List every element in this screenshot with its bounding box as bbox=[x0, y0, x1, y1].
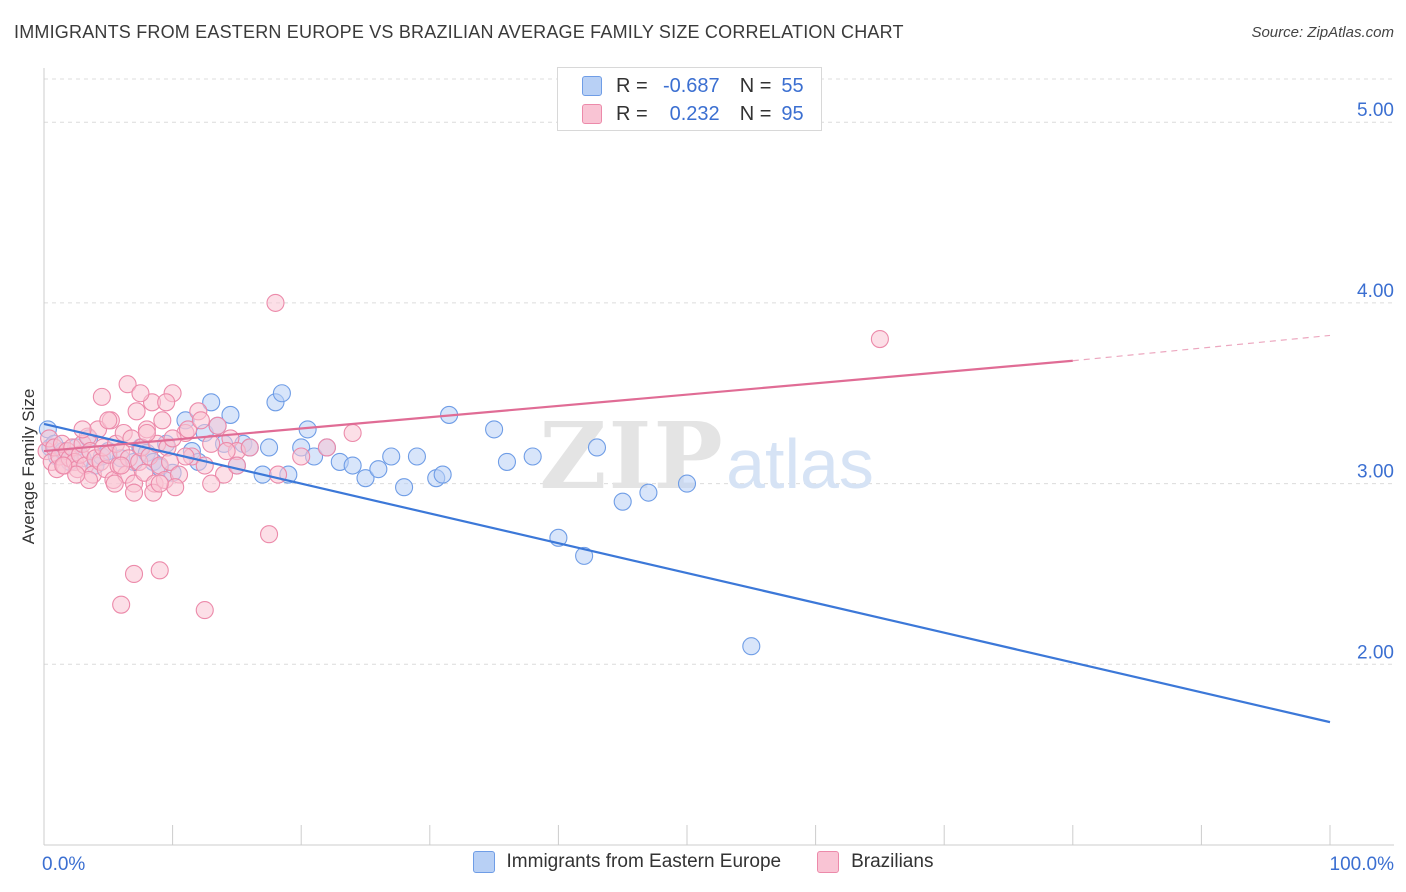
point-brazilians bbox=[292, 447, 311, 466]
x-tick-label: 100.0% bbox=[1330, 854, 1395, 875]
point-brazilians bbox=[202, 474, 221, 493]
point-brazilians bbox=[124, 564, 144, 584]
point-eastern-europe bbox=[343, 456, 362, 475]
legend-box: R = -0.687 N = 55 R = 0.232 N = 95 bbox=[557, 67, 822, 131]
bottom-legend-item-eastern-europe[interactable]: Immigrants from Eastern Europe bbox=[472, 851, 782, 873]
point-eastern-europe bbox=[587, 438, 607, 457]
point-eastern-europe bbox=[369, 460, 388, 479]
point-eastern-europe bbox=[433, 465, 452, 484]
y-tick-label: 3.00 bbox=[1357, 462, 1394, 483]
point-eastern-europe bbox=[523, 447, 542, 466]
bottom-legend-label-brazilians: Brazilians bbox=[851, 851, 934, 872]
chart-title: IMMIGRANTS FROM EASTERN EUROPE VS BRAZIL… bbox=[14, 22, 904, 42]
point-brazilians bbox=[266, 293, 285, 312]
point-eastern-europe bbox=[259, 438, 279, 457]
point-brazilians bbox=[317, 438, 336, 457]
point-eastern-europe bbox=[356, 469, 375, 488]
point-brazilians bbox=[118, 375, 137, 394]
point-brazilians bbox=[259, 525, 279, 544]
bottom-legend-swatch-eastern-europe bbox=[472, 851, 495, 873]
point-brazilians bbox=[105, 474, 124, 493]
point-brazilians bbox=[191, 411, 210, 430]
point-eastern-europe bbox=[613, 492, 632, 511]
point-eastern-europe bbox=[639, 483, 658, 502]
y-tick-label: 2.00 bbox=[1357, 642, 1394, 663]
point-eastern-europe bbox=[221, 405, 240, 424]
labels-layer: 2.00 3.00 4.00 5.00 0.0% 100.0% Average Family… bbox=[19, 100, 1394, 875]
legend-n-label: N = bbox=[739, 74, 772, 97]
x-tick-label: 0.0% bbox=[42, 854, 85, 875]
point-eastern-europe bbox=[497, 452, 517, 471]
point-brazilians bbox=[240, 438, 259, 457]
grid-layer bbox=[44, 78, 1394, 665]
bottom-legend: Immigrants from Eastern Europe Brazilian… bbox=[0, 851, 1406, 873]
point-brazilians bbox=[870, 329, 889, 349]
y-tick-label: 4.00 bbox=[1357, 281, 1394, 302]
point-brazilians bbox=[67, 465, 86, 484]
points-layer bbox=[37, 293, 889, 656]
watermark-zip: ZIP bbox=[539, 402, 724, 510]
point-eastern-europe bbox=[202, 393, 221, 412]
legend-n-value-brazilians: 95 bbox=[781, 102, 804, 125]
point-eastern-europe bbox=[272, 384, 291, 403]
point-eastern-europe bbox=[485, 420, 504, 439]
point-brazilians bbox=[92, 387, 111, 406]
watermark-atlas: atlas bbox=[726, 425, 874, 503]
point-brazilians bbox=[150, 474, 169, 493]
point-brazilians bbox=[227, 456, 246, 475]
point-brazilians bbox=[112, 456, 131, 475]
legend-swatch-eastern-europe bbox=[582, 76, 602, 96]
point-brazilians bbox=[54, 456, 73, 475]
point-brazilians bbox=[208, 416, 227, 435]
trendline-brazilians bbox=[1072, 334, 1331, 362]
bottom-legend-swatch-brazilians bbox=[817, 851, 840, 873]
y-axis-label: Average Family Size bbox=[19, 389, 38, 545]
point-eastern-europe bbox=[742, 637, 761, 656]
legend-n-value-eastern-europe: 55 bbox=[781, 74, 804, 97]
trend-layer bbox=[43, 334, 1331, 724]
legend-swatch-brazilians bbox=[582, 104, 602, 124]
axes-layer bbox=[43, 68, 1394, 846]
point-brazilians bbox=[137, 423, 156, 443]
watermark-layer: ZIP atlas bbox=[539, 402, 874, 510]
point-brazilians bbox=[112, 595, 131, 614]
point-eastern-europe bbox=[677, 474, 697, 493]
point-brazilians bbox=[157, 393, 176, 412]
point-eastern-europe bbox=[382, 447, 401, 466]
point-brazilians bbox=[195, 601, 214, 620]
legend-r-label: R = bbox=[616, 74, 648, 97]
legend-r-value-eastern-europe: -0.687 bbox=[662, 74, 720, 97]
y-tick-label: 5.00 bbox=[1357, 100, 1394, 121]
point-brazilians bbox=[127, 402, 146, 421]
point-eastern-europe bbox=[575, 546, 594, 565]
legend-r-value-brazilians: 0.232 bbox=[669, 102, 720, 125]
point-brazilians bbox=[343, 423, 362, 443]
legend-row-eastern-europe: R = -0.687 N = 55 bbox=[582, 72, 804, 100]
bottom-legend-label-eastern-europe: Immigrants from Eastern Europe bbox=[506, 851, 782, 872]
source-label: Source: ZipAtlas.com bbox=[1251, 24, 1394, 41]
point-brazilians bbox=[150, 561, 169, 580]
point-brazilians bbox=[131, 384, 150, 403]
legend-n-label: N = bbox=[739, 102, 772, 125]
point-brazilians bbox=[217, 442, 236, 461]
point-brazilians bbox=[124, 483, 144, 502]
trendline-brazilians bbox=[43, 359, 1073, 453]
point-brazilians bbox=[99, 411, 118, 430]
point-brazilians bbox=[166, 478, 185, 497]
legend-r-label: R = bbox=[616, 102, 648, 125]
trendline-eastern-europe bbox=[43, 422, 1331, 724]
point-eastern-europe bbox=[395, 478, 414, 497]
point-eastern-europe bbox=[407, 447, 426, 466]
bottom-legend-item-brazilians[interactable]: Brazilians bbox=[817, 851, 933, 873]
point-brazilians bbox=[153, 411, 172, 430]
legend-row-brazilians: R = 0.232 N = 95 bbox=[582, 100, 804, 128]
